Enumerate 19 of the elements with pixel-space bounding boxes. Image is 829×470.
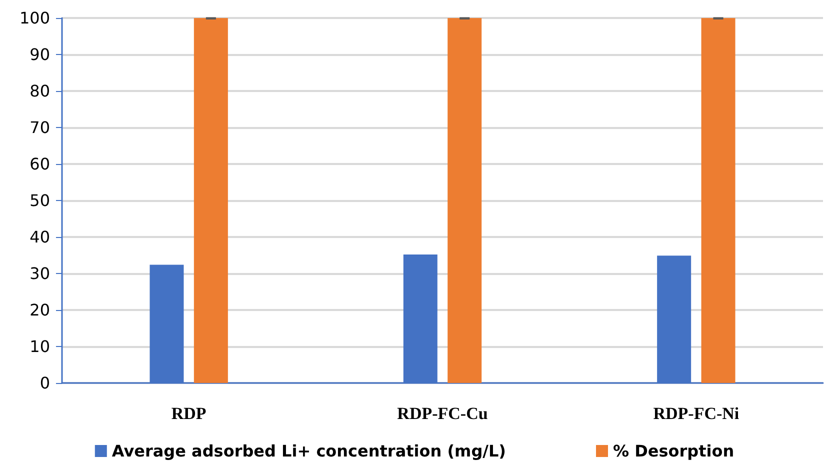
x-tick-label: RDP-FC-Cu	[397, 404, 488, 423]
legend-label: Average adsorbed Li+ concentration (mg/L)	[112, 442, 506, 460]
y-tick-label: 70	[30, 118, 50, 137]
x-tick-label: RDP-FC-Ni	[653, 404, 740, 423]
y-tick-label: 0	[40, 374, 50, 392]
y-tick-label: 60	[30, 154, 50, 174]
bar	[194, 18, 228, 383]
y-tick-label: 50	[30, 191, 50, 210]
bar	[701, 18, 736, 383]
y-tick-label: 100	[19, 8, 50, 28]
y-tick-label: 90	[30, 45, 50, 64]
y-tick-label: 30	[30, 264, 50, 283]
legend-label: % Desorption	[612, 442, 734, 460]
y-tick-label: 20	[30, 300, 50, 320]
y-tick-label: 40	[30, 228, 50, 246]
y-tick-label: 10	[30, 337, 50, 356]
bar	[448, 18, 482, 383]
y-tick-label: 80	[30, 82, 50, 100]
x-tick-label: RDP	[171, 404, 206, 423]
